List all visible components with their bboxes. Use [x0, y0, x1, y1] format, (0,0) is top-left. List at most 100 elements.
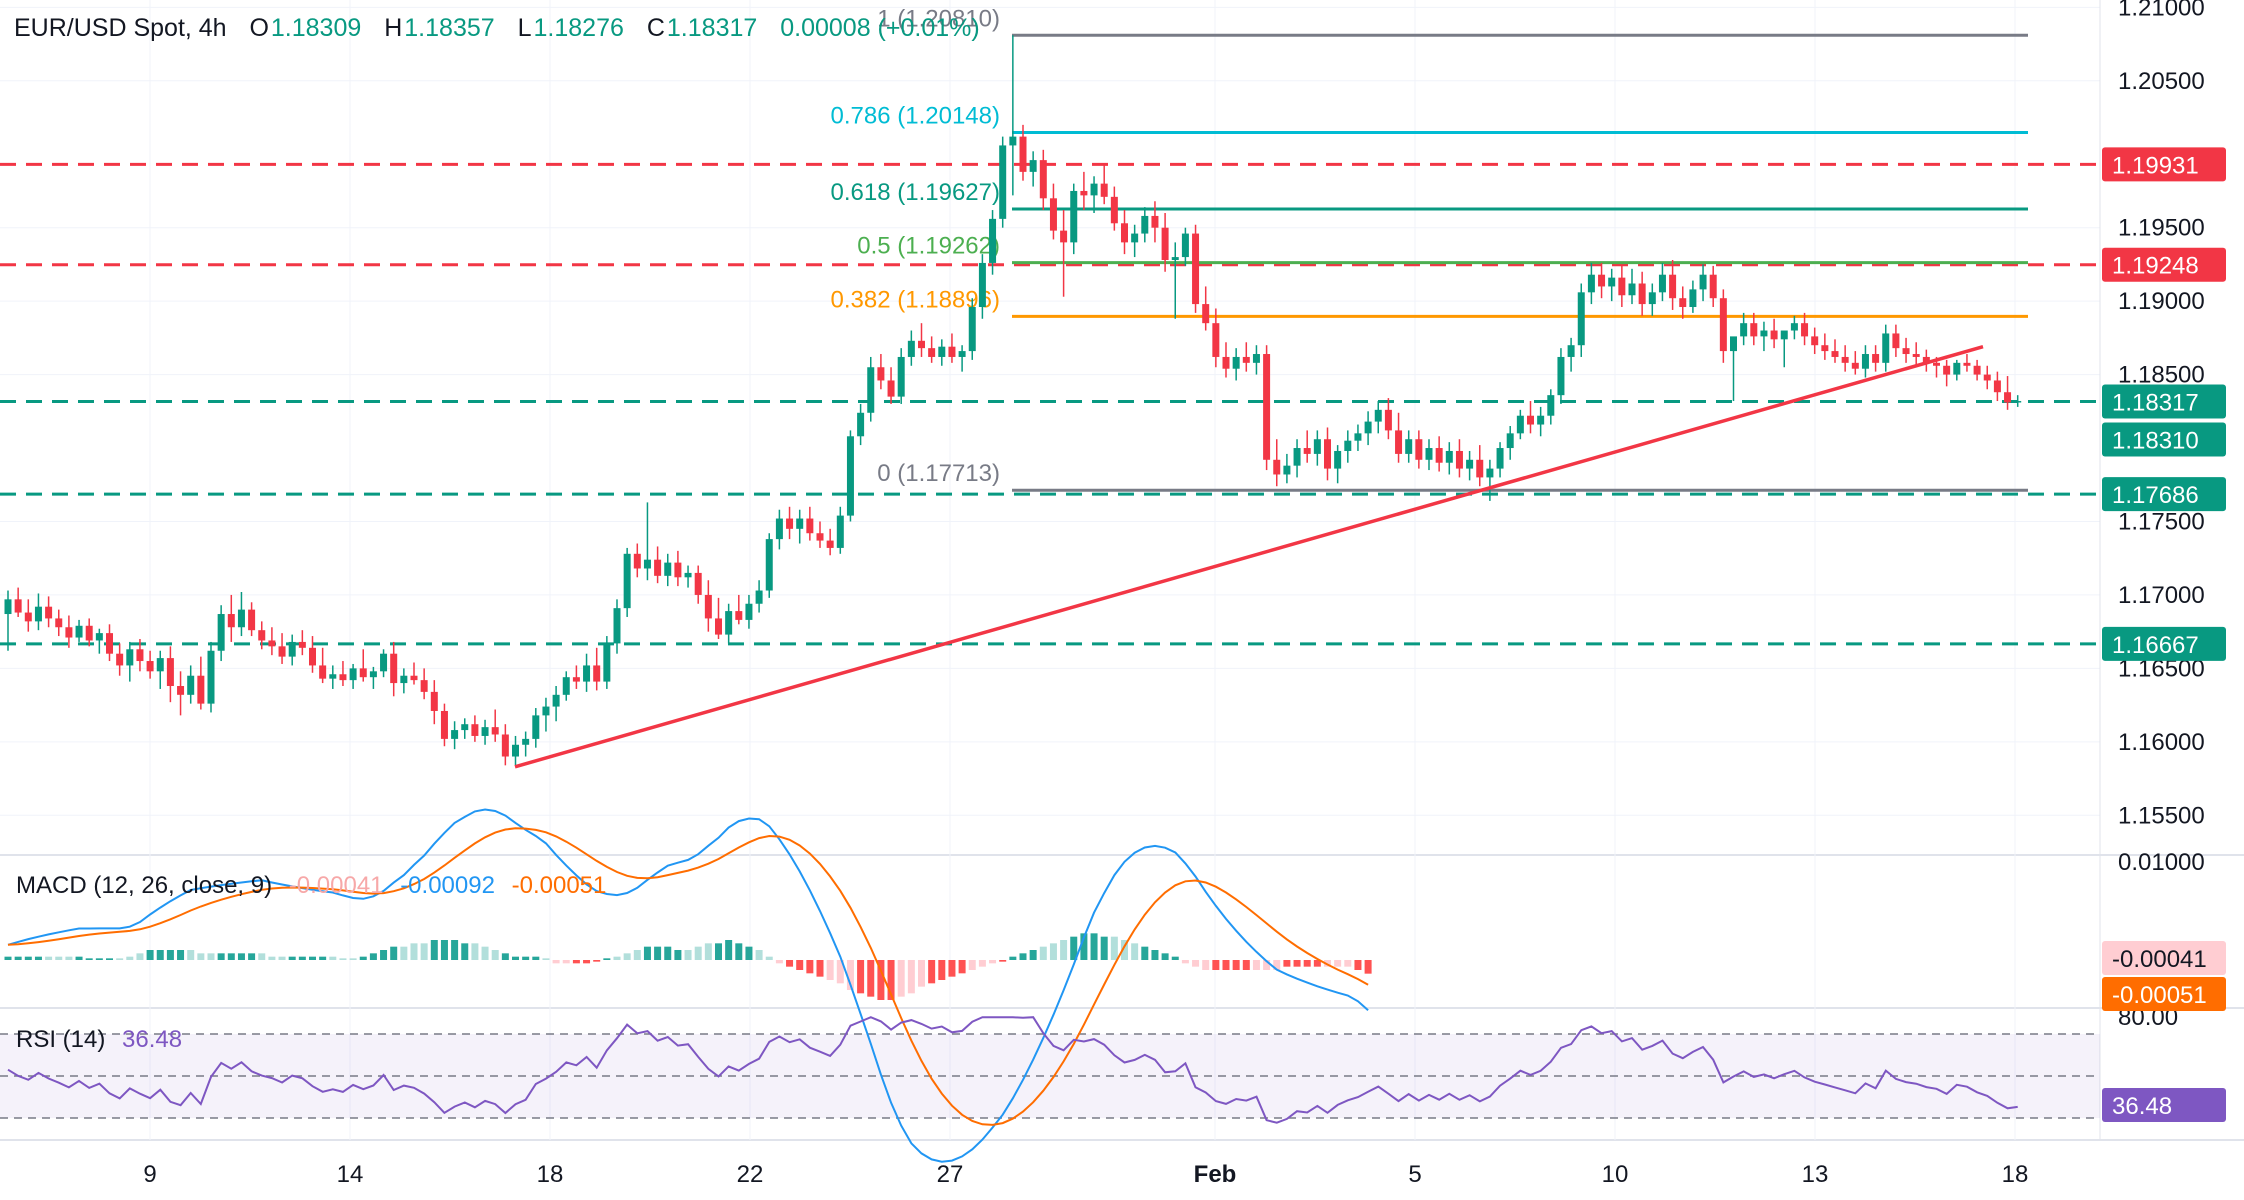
- macd-bar: [522, 956, 530, 960]
- macd-bar: [968, 960, 976, 970]
- candle-body: [1181, 233, 1189, 258]
- macd-bar: [298, 956, 306, 960]
- candle-body: [715, 618, 722, 635]
- price-badge-bg: [2102, 384, 2226, 419]
- macd-bar: [796, 960, 804, 970]
- macd-bar: [227, 953, 235, 960]
- candle-body: [725, 611, 733, 635]
- candle-body: [1872, 354, 1880, 363]
- candle-body: [522, 738, 530, 745]
- macd-bar: [471, 943, 479, 960]
- macd-line-value: -0.00092: [400, 872, 495, 899]
- candle-body: [654, 559, 662, 576]
- macd-bar: [1110, 936, 1118, 960]
- rsi-badge: 36.48: [2112, 1093, 2172, 1120]
- candle-body: [1953, 362, 1961, 375]
- high-label: H: [384, 14, 403, 42]
- candle-body: [116, 653, 124, 666]
- candle-body: [1719, 298, 1727, 352]
- price-badge-bg: [2102, 147, 2226, 182]
- candle-body: [1943, 365, 1951, 375]
- candle-body: [1384, 409, 1392, 431]
- macd-bar: [897, 960, 905, 997]
- macd-bar: [1060, 940, 1068, 960]
- macd-hist-badge: -0.00041: [2112, 946, 2207, 973]
- macd-bar: [846, 960, 854, 990]
- candle-body: [1455, 450, 1463, 469]
- macd-bar: [623, 953, 631, 960]
- candle-body: [918, 340, 925, 349]
- candle-body: [836, 515, 844, 548]
- macd-bar: [1232, 960, 1240, 970]
- macd-bar: [248, 953, 256, 960]
- candle-body: [1933, 362, 1940, 366]
- candle-body: [1415, 439, 1423, 460]
- macd-bar: [1100, 936, 1108, 960]
- macd-bar: [1141, 946, 1149, 960]
- candle-body: [1760, 330, 1768, 337]
- candle-body: [1983, 374, 1991, 381]
- macd-bar: [136, 953, 144, 960]
- candle-body: [349, 668, 357, 681]
- macd-bar: [958, 960, 966, 974]
- macd-bar: [1049, 943, 1057, 960]
- candle-body: [674, 562, 682, 578]
- candle-body: [978, 262, 986, 308]
- rsi-label[interactable]: RSI (14): [16, 1026, 106, 1053]
- macd-signal-badge-bg: [2102, 977, 2226, 1011]
- candle-body: [1730, 336, 1737, 352]
- macd-bar: [704, 943, 712, 960]
- macd-bar: [187, 950, 195, 960]
- macd-bar: [613, 956, 621, 960]
- close-label: C: [646, 14, 665, 42]
- symbol-label[interactable]: EUR/USD Spot, 4h: [14, 14, 227, 42]
- macd-bar: [1080, 933, 1088, 960]
- candle-body: [1679, 298, 1687, 308]
- y-tick-label: 1.17000: [2118, 582, 2205, 609]
- candle-body: [1638, 283, 1646, 305]
- y-tick-label: 1.18500: [2118, 362, 2205, 389]
- rsi-line: [7, 1016, 2018, 1124]
- macd-bar: [146, 950, 154, 960]
- macd-bar: [938, 960, 946, 980]
- candle-body: [491, 727, 499, 735]
- candle-body: [1374, 409, 1382, 422]
- candle-body: [1435, 448, 1443, 463]
- candle-body: [857, 412, 865, 437]
- macd-label[interactable]: MACD (12, 26, close, 9): [16, 872, 273, 899]
- macd-bar: [887, 960, 895, 1000]
- candle-body: [420, 680, 428, 692]
- macd-bar: [1344, 960, 1352, 967]
- macd-bar: [440, 940, 448, 960]
- macd-bar: [1273, 960, 1281, 970]
- macd-pane: 0.01000: [4, 808, 2205, 1163]
- candle-body: [359, 668, 367, 678]
- candle-body: [948, 346, 956, 357]
- candle-body: [34, 606, 42, 622]
- candle-body: [1080, 190, 1088, 196]
- candle-body: [1405, 439, 1413, 454]
- macd-bar: [481, 946, 489, 960]
- horizontal-levels: [0, 162, 2100, 646]
- macd-bar: [1293, 960, 1301, 967]
- macd-bar: [65, 956, 73, 960]
- macd-bar: [1181, 960, 1189, 964]
- macd-bar: [278, 956, 286, 960]
- x-tick-label: Feb: [1194, 1161, 1237, 1188]
- price-badge-bg: [2102, 247, 2226, 282]
- candle-body: [1324, 439, 1331, 469]
- macd-bar: [948, 960, 956, 977]
- macd-bar: [339, 958, 347, 960]
- macd-bar: [309, 956, 316, 960]
- macd-bar: [918, 960, 925, 987]
- price-badge: 1.19248: [2112, 253, 2199, 280]
- candle-body: [664, 562, 672, 576]
- price-badge-bg: [2102, 626, 2226, 661]
- candle-body: [55, 618, 63, 628]
- candle-body: [2004, 392, 2012, 403]
- candle-body: [75, 625, 83, 638]
- candle-body: [583, 665, 591, 682]
- candle-body: [197, 675, 205, 704]
